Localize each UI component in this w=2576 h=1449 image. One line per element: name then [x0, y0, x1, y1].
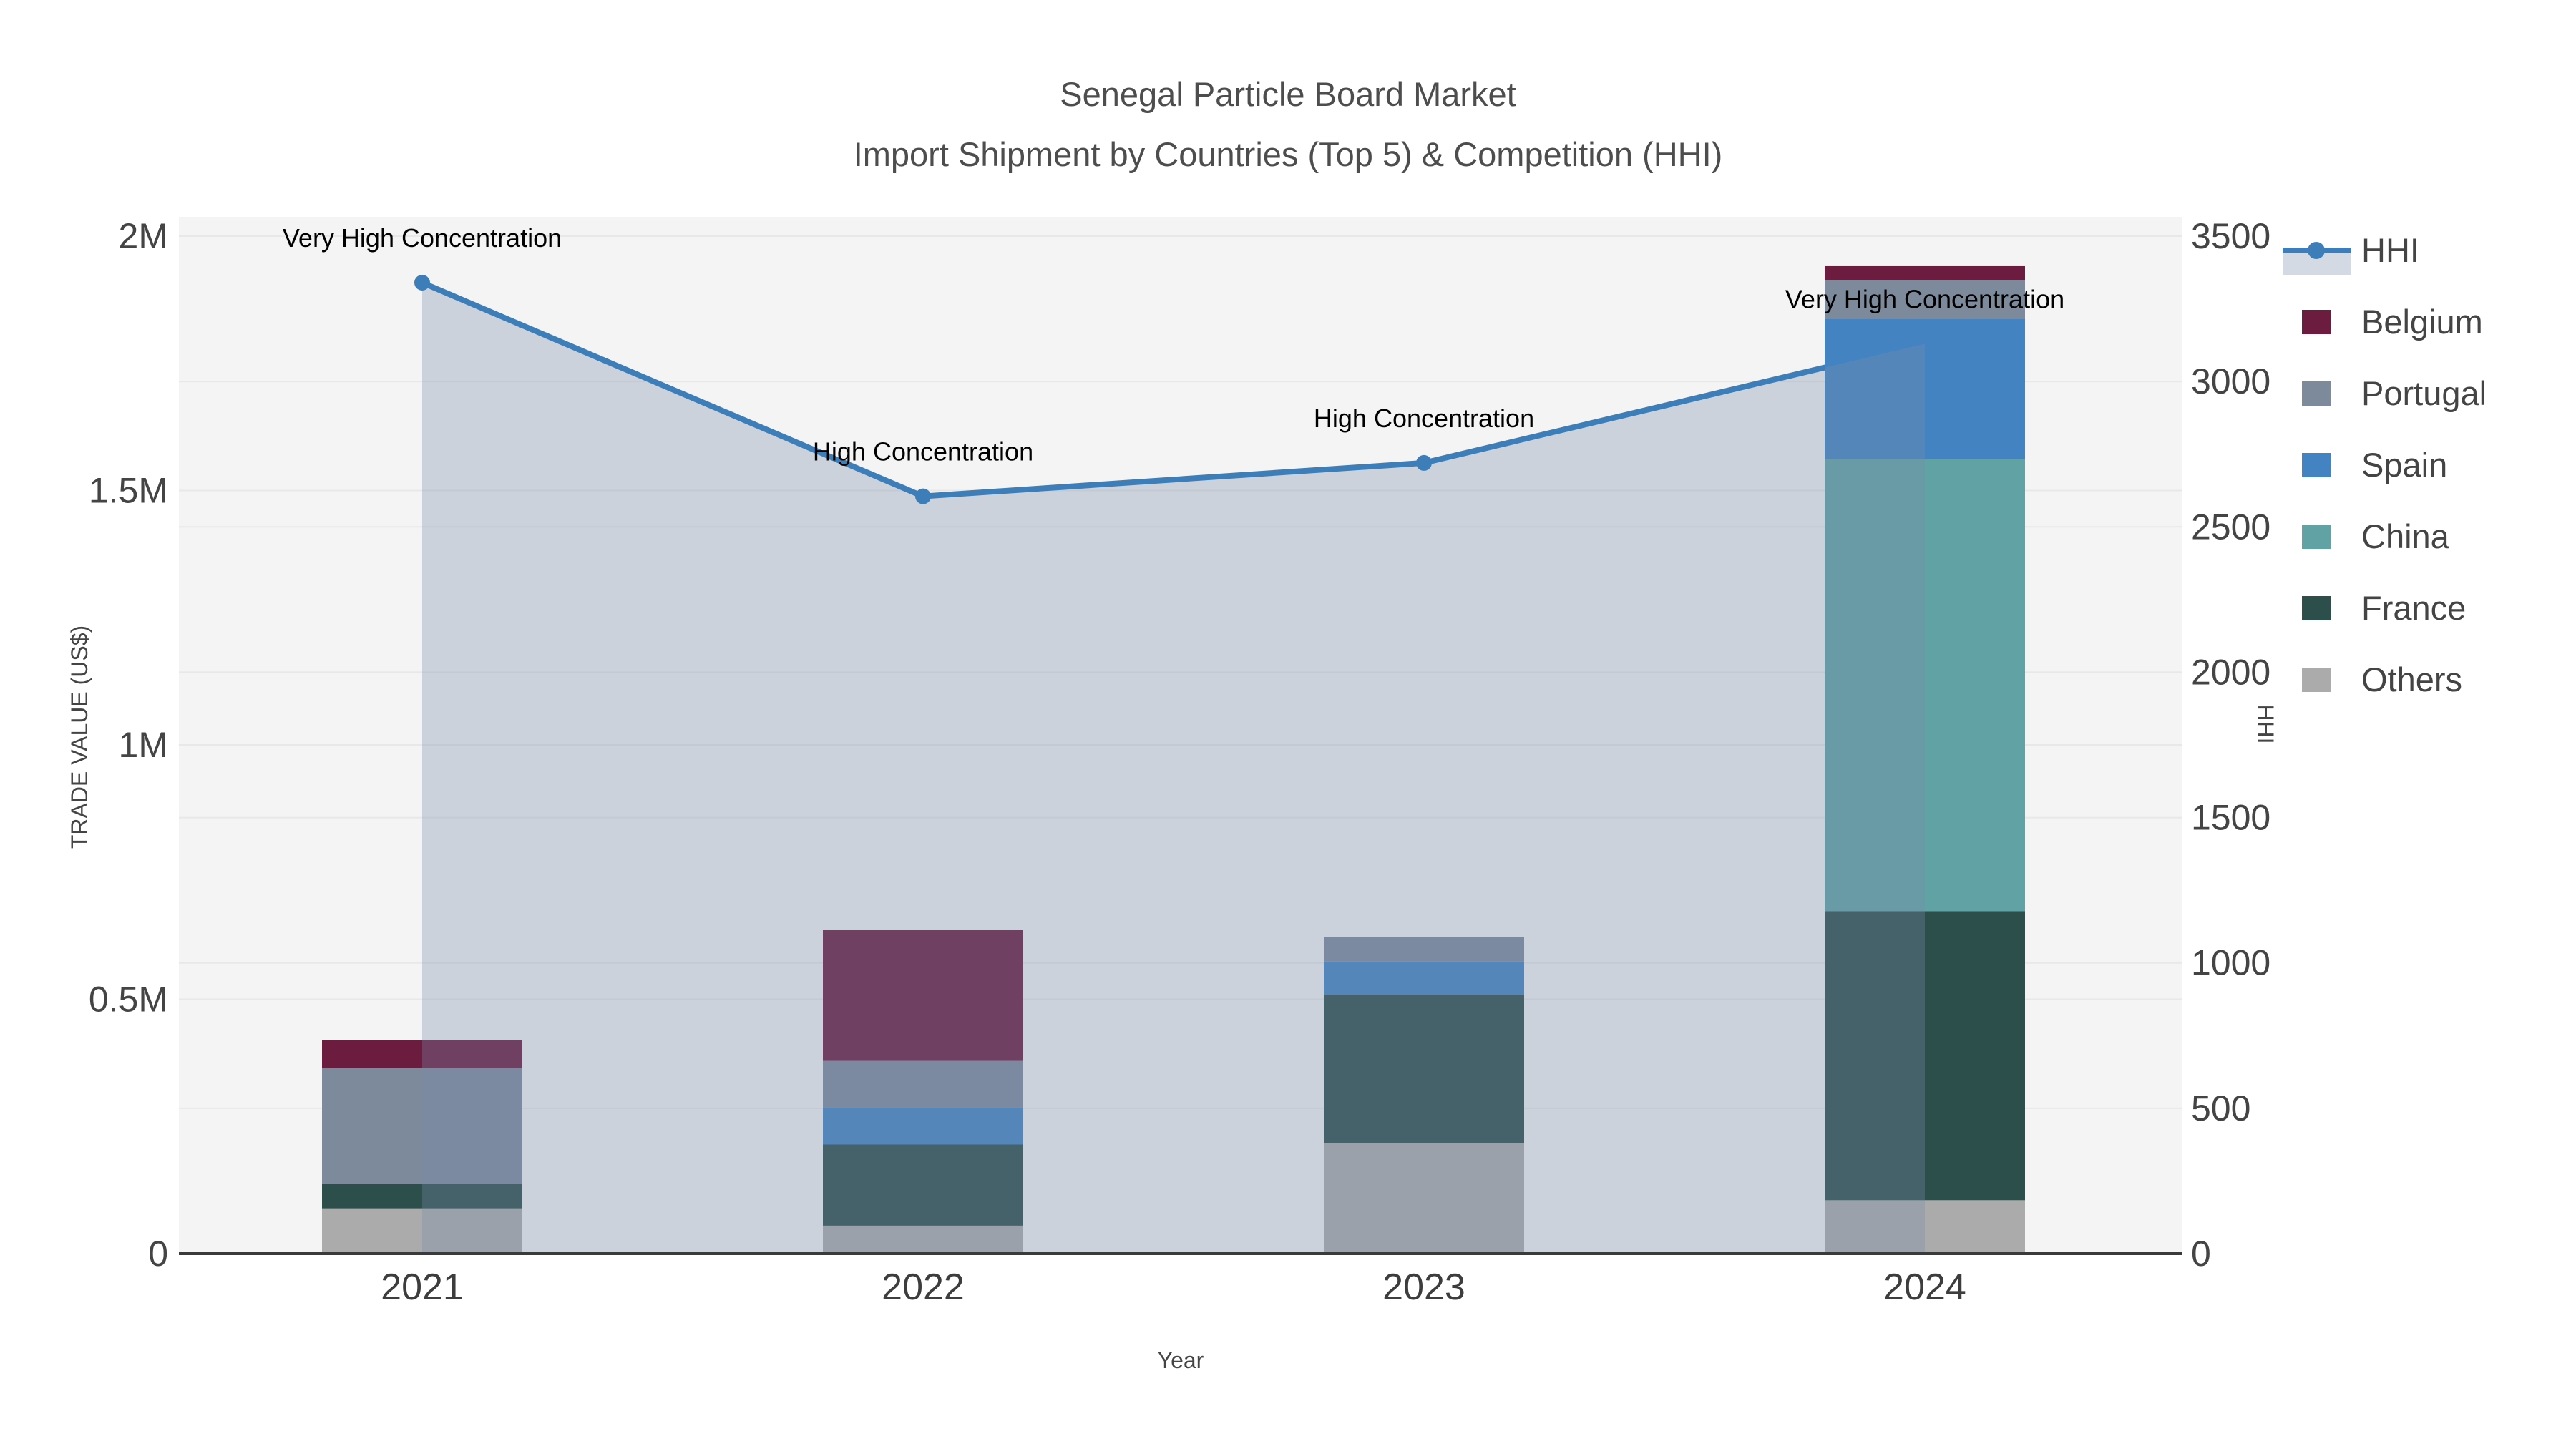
bar-segment-spain-2024[interactable]	[1825, 318, 2025, 459]
bar-segment-spain-2023[interactable]	[1324, 961, 1524, 995]
y-right-tick-label: 2500	[2191, 507, 2270, 547]
hhi-line[interactable]	[421, 280, 1925, 499]
legend-label-china: China	[2361, 517, 2450, 555]
legend-item-spain[interactable]: Spain	[2302, 446, 2447, 484]
legend-label-france: France	[2361, 589, 2466, 627]
hhi-marker-2021[interactable]	[414, 275, 430, 291]
legend-item-china[interactable]: China	[2302, 517, 2450, 555]
x-axis-title: Year	[1158, 1347, 1204, 1373]
y-right-tick-label: 0	[2191, 1234, 2211, 1274]
annotation-2022: High Concentration	[813, 437, 1033, 467]
y-right-tick-label: 3000	[2191, 361, 2270, 401]
y-left-tick-label: 0.5M	[89, 980, 168, 1020]
y-left-tick-label: 2M	[119, 216, 168, 256]
bar-segment-belgium-2024[interactable]	[1825, 265, 2025, 280]
bar-segment-portugal-2021[interactable]	[322, 1068, 522, 1184]
legend-swatch-france	[2302, 596, 2331, 620]
hhi-area-fill	[422, 283, 1925, 1254]
legend-item-hhi[interactable]: HHI	[2283, 231, 2419, 275]
legend-item-others[interactable]: Others	[2302, 660, 2462, 698]
legend-label-others: Others	[2361, 660, 2462, 698]
y-right-tick-label: 500	[2191, 1088, 2250, 1128]
legend-swatch-spain	[2302, 453, 2331, 477]
y-left-axis-title: TRADE VALUE (US$)	[67, 625, 92, 849]
bar-segment-portugal-2023[interactable]	[1324, 937, 1524, 962]
y-right-tick-label: 1000	[2191, 943, 2270, 983]
chart-title-line2: Import Shipment by Countries (Top 5) & C…	[854, 135, 1723, 173]
bar-segment-france-2022[interactable]	[823, 1144, 1023, 1226]
bar-segment-belgium-2022[interactable]	[823, 930, 1023, 1061]
bar-segment-belgium-2021[interactable]	[322, 1040, 522, 1068]
legend-label-hhi: HHI	[2361, 231, 2419, 269]
hhi-line-group	[414, 275, 1925, 504]
bar-segment-france-2023[interactable]	[1324, 995, 1524, 1143]
legend-swatch-portugal	[2302, 381, 2331, 406]
bar-segment-others-2022[interactable]	[823, 1225, 1023, 1254]
annotation-2023: High Concentration	[1314, 404, 1534, 433]
chart-title-line1: Senegal Particle Board Market	[1060, 75, 1516, 113]
bar-segment-france-2021[interactable]	[322, 1184, 522, 1209]
legend-label-belgium: Belgium	[2361, 303, 2483, 341]
y-left-tick-label: 0	[148, 1234, 168, 1274]
x-tick-label-2023[interactable]: 2023	[1382, 1267, 1465, 1308]
legend-item-portugal[interactable]: Portugal	[2302, 374, 2487, 412]
bar-segment-spain-2022[interactable]	[823, 1107, 1023, 1145]
legend-label-spain: Spain	[2361, 446, 2447, 484]
y-right-tick-label: 2000	[2191, 652, 2270, 692]
hhi-marker-2023[interactable]	[1416, 454, 1432, 471]
bar-segment-france-2024[interactable]	[1825, 911, 2025, 1201]
legend-swatch-china	[2302, 525, 2331, 549]
legend-hhi-marker-swatch	[2308, 242, 2325, 259]
bar-segment-others-2024[interactable]	[1825, 1200, 2025, 1254]
legend-item-france[interactable]: France	[2302, 589, 2466, 627]
bar-segment-others-2023[interactable]	[1324, 1143, 1524, 1254]
legend-item-belgium[interactable]: Belgium	[2302, 303, 2483, 341]
bar-segment-portugal-2024[interactable]	[1825, 280, 2025, 319]
y-right-axis-title: HHI	[2253, 704, 2278, 743]
hhi-marker-2022[interactable]	[915, 488, 931, 504]
y-left-tick-label: 1M	[119, 725, 168, 765]
bar-segment-portugal-2022[interactable]	[823, 1060, 1023, 1108]
bar-segment-others-2021[interactable]	[322, 1208, 522, 1254]
bar-segment-china-2024[interactable]	[1825, 459, 2025, 912]
x-tick-label-2024[interactable]: 2024	[1883, 1267, 1966, 1308]
y-right-tick-label: 3500	[2191, 216, 2270, 256]
legend-swatch-belgium	[2302, 310, 2331, 334]
legend-swatch-others	[2302, 668, 2331, 692]
y-right-tick-label: 1500	[2191, 798, 2270, 838]
x-tick-label-2021[interactable]: 2021	[381, 1267, 464, 1308]
annotation-2021: Very High Concentration	[283, 223, 562, 253]
y-left-tick-label: 1.5M	[89, 471, 168, 511]
x-tick-label-2022[interactable]: 2022	[882, 1267, 965, 1308]
annotation-2024: Very High Concentration	[1785, 284, 2064, 313]
legend-label-portugal: Portugal	[2361, 374, 2487, 412]
